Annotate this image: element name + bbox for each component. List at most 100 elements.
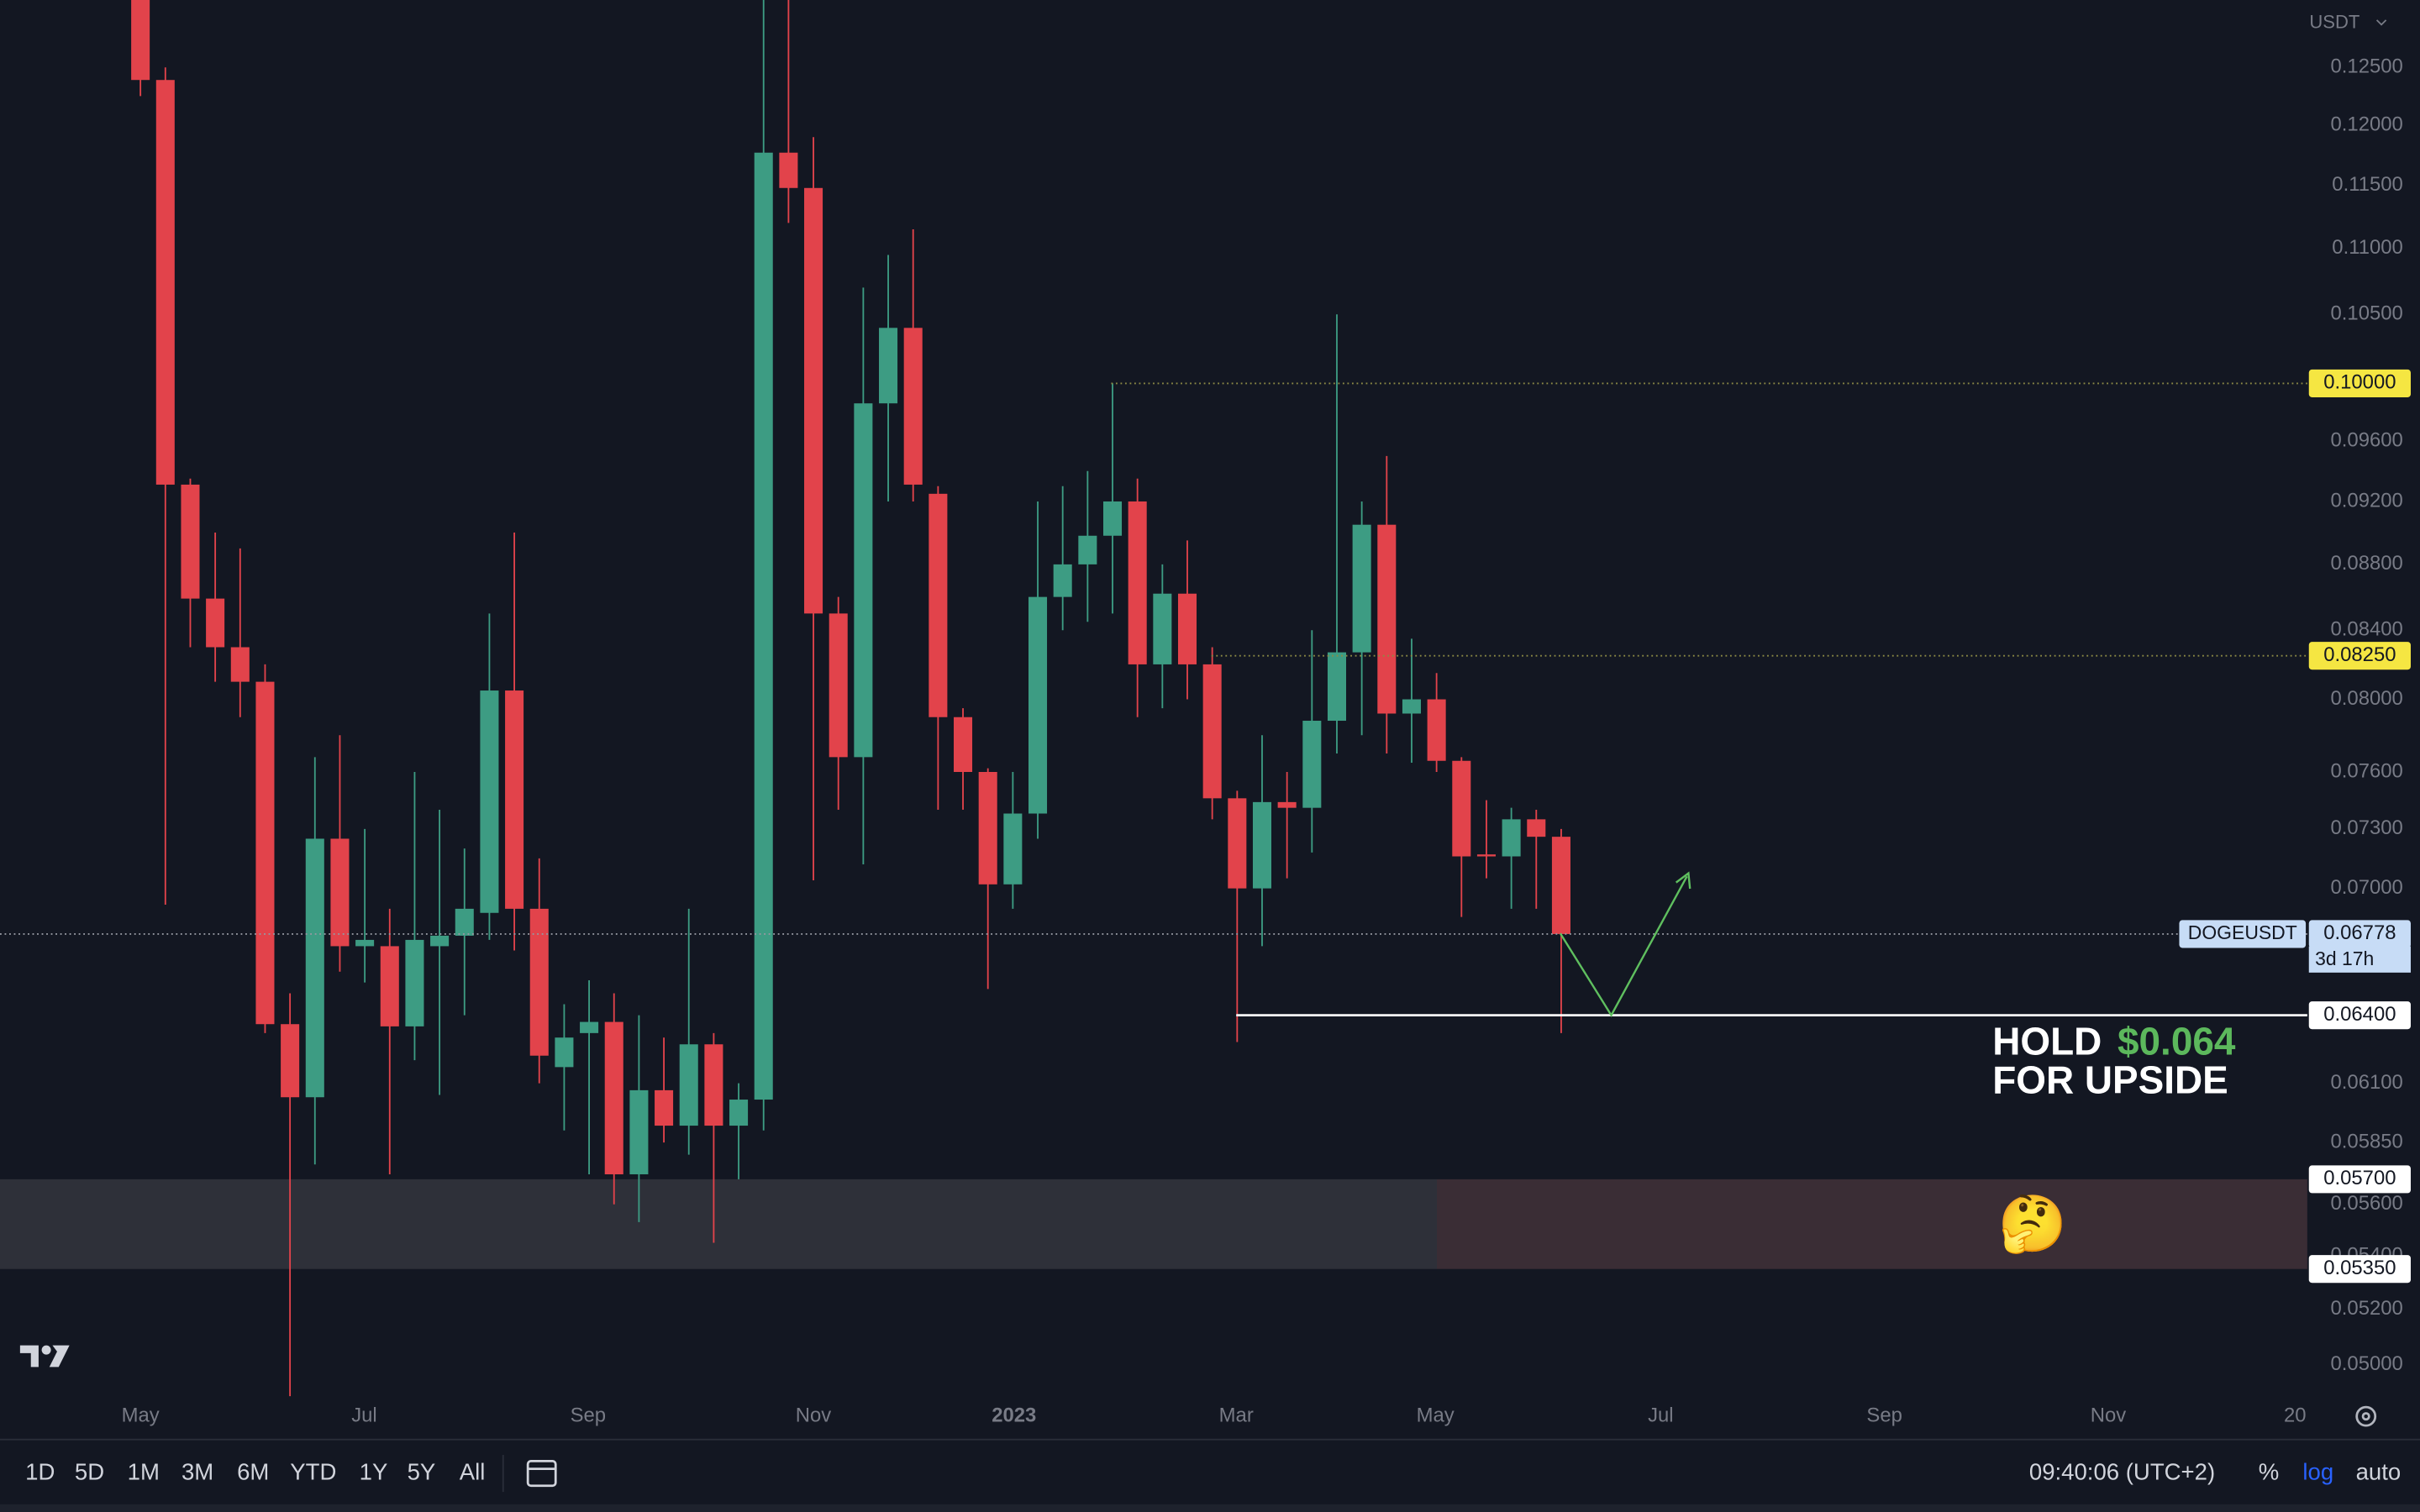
x-tick-label: Jul	[1648, 1404, 1674, 1426]
scale-toggle[interactable]: auto	[2356, 1458, 2402, 1484]
clock[interactable]: 09:40:06 (UTC+2)	[2029, 1458, 2215, 1484]
candle-body	[230, 647, 250, 682]
y-tick-label: 0.09200	[2331, 489, 2403, 512]
candle-body	[455, 908, 474, 936]
symbol-tag-text: DOGEUSDT	[2188, 921, 2297, 943]
symbol-tag	[2179, 920, 2307, 948]
level-tag-text: 0.06400	[2323, 1003, 2396, 1026]
candle-body	[604, 1021, 623, 1174]
y-tick-label: 0.11000	[2332, 236, 2402, 259]
y-tick-label: 0.11500	[2332, 173, 2402, 196]
candle-body	[430, 935, 450, 947]
y-tick-label: 0.12000	[2331, 113, 2403, 135]
candle-body	[629, 1089, 649, 1174]
bottom-strip	[0, 1504, 2420, 1512]
candle-body	[1476, 854, 1496, 857]
level-tag-text: 0.05700	[2323, 1167, 2396, 1189]
candle-body	[580, 1021, 599, 1033]
y-tick-label: 0.08400	[2331, 618, 2403, 641]
candle-body	[954, 717, 973, 772]
x-tick-label: May	[1417, 1404, 1455, 1426]
support-zone	[0, 1179, 1437, 1269]
y-tick-label: 0.05600	[2331, 1192, 2403, 1215]
range-button[interactable]: 6M	[237, 1458, 269, 1484]
candle-body	[1452, 760, 1471, 857]
range-button[interactable]: 1D	[25, 1458, 55, 1484]
support-zone-future	[1437, 1179, 2307, 1269]
candle-body	[355, 939, 375, 947]
range-button[interactable]: All	[460, 1458, 486, 1484]
level-tag	[2308, 920, 2411, 948]
candle-body	[754, 152, 773, 1100]
candle-body	[829, 613, 848, 758]
y-tick-label: 0.10500	[2331, 302, 2403, 325]
range-button[interactable]: 1Y	[360, 1458, 388, 1484]
candle-body	[255, 681, 275, 1025]
candle-body	[1527, 819, 1546, 837]
range-button[interactable]: 3M	[182, 1458, 213, 1484]
arrow-head	[1675, 871, 1691, 890]
range-button[interactable]: 5D	[75, 1458, 104, 1484]
level-tag	[2308, 1255, 2411, 1284]
range-button[interactable]: 1M	[128, 1458, 160, 1484]
y-tick-label: 0.09600	[2331, 429, 2403, 452]
y-tick-label: 0.08000	[2331, 687, 2403, 710]
range-button[interactable]: YTD	[290, 1458, 336, 1484]
annotation-hold: HOLD	[1992, 1020, 2102, 1063]
candle-body	[854, 403, 873, 758]
candle-body	[1102, 501, 1123, 536]
y-tick-label: 0.07000	[2331, 876, 2403, 899]
level-tag	[2308, 1001, 2411, 1030]
candle-body	[1551, 837, 1570, 934]
range-button[interactable]: 5Y	[408, 1458, 436, 1484]
annotation-price: $0.064	[2118, 1020, 2236, 1063]
candle-body	[1402, 699, 1421, 714]
settings-icon[interactable]	[2355, 1405, 2377, 1427]
scale-toggle[interactable]: log	[2302, 1458, 2333, 1484]
candle-body	[1252, 801, 1272, 889]
scale-toggle[interactable]: %	[2259, 1458, 2280, 1484]
candle-body	[1327, 652, 1346, 722]
y-tick-label: 0.05000	[2331, 1352, 2403, 1375]
candle-body	[704, 1044, 723, 1126]
level-tag	[2308, 369, 2411, 397]
countdown-tag	[2308, 946, 2411, 973]
y-tick-label: 0.12500	[2331, 55, 2403, 78]
level-tag-text: 0.10000	[2323, 371, 2396, 394]
currency-caret	[2375, 19, 2387, 26]
plot-area	[0, 0, 2307, 1397]
candle-body	[1177, 593, 1197, 664]
y-tick-label: 0.08800	[2331, 552, 2403, 575]
candle-body	[1202, 664, 1222, 799]
candle-body	[1078, 535, 1097, 564]
currency-label[interactable]: USDT	[2309, 11, 2360, 32]
x-tick-label: May	[122, 1404, 160, 1426]
level-tag-text: 0.08250	[2323, 643, 2396, 666]
y-tick-label: 0.05850	[2331, 1130, 2403, 1152]
candle-body	[879, 328, 898, 404]
x-tick-label: Sep	[1866, 1404, 1902, 1426]
candle-body	[380, 946, 399, 1026]
x-tick-label: Jul	[351, 1404, 377, 1426]
candle-body	[804, 187, 823, 614]
level-tag	[2308, 642, 2411, 670]
candle-body	[529, 908, 549, 1056]
calendar-icon[interactable]	[526, 1460, 557, 1488]
candle-body	[155, 80, 175, 485]
x-tick-label: Mar	[1219, 1404, 1254, 1426]
annotation-upside: FOR UPSIDE	[1992, 1058, 2228, 1102]
candle-body	[480, 690, 499, 913]
candle-body	[1302, 721, 1322, 808]
candle-body	[505, 690, 524, 909]
candle-body	[206, 598, 225, 648]
candle-body	[1028, 596, 1048, 814]
candle-body	[1427, 699, 1446, 761]
y-tick-label: 0.06100	[2331, 1071, 2403, 1094]
candle-body	[903, 328, 923, 485]
candle-body	[281, 1024, 300, 1098]
candle-body	[1128, 501, 1147, 664]
x-tick-label: Sep	[571, 1404, 606, 1426]
candle-body	[1277, 801, 1297, 808]
candle-body	[405, 939, 424, 1026]
candle-body	[330, 838, 350, 947]
